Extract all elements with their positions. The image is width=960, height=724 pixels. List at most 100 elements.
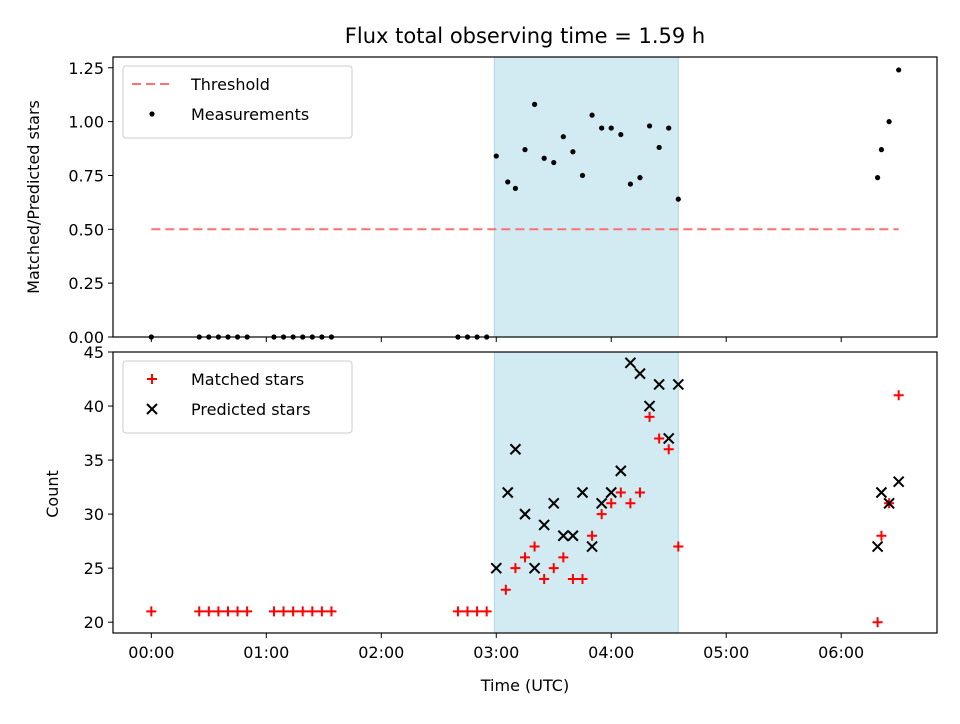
predicted-star-point: [519, 508, 531, 520]
predicted-star-point: [663, 432, 675, 445]
matched-star-point: [326, 606, 337, 617]
matched-star-point: [663, 444, 674, 455]
matched-star-point: [606, 498, 617, 509]
bottom-y-tick-label: 35: [84, 451, 104, 470]
measurement-point: [579, 172, 586, 179]
measurement-point: [656, 144, 662, 151]
top-y-tick-label: 0.00: [68, 328, 104, 347]
bottom-y-tick-label: 40: [84, 397, 104, 416]
matched-star-point: [673, 541, 684, 552]
matched-star-point: [462, 606, 473, 617]
matched-star-point: [307, 606, 318, 617]
matched-star-point: [510, 563, 521, 574]
matched-star-point: [242, 606, 253, 617]
predicted-star-point: [624, 357, 637, 369]
x-tick-label: 05:00: [703, 643, 749, 662]
legend-label: Predicted stars: [191, 400, 311, 419]
matched-star-point: [548, 563, 559, 574]
matched-star-point: [297, 606, 308, 617]
measurement-point: [570, 149, 576, 155]
top-legend: Threshold Measurements: [122, 65, 353, 139]
matched-star-point: [872, 617, 883, 628]
predicted-star-point: [586, 540, 598, 553]
measurement-point: [531, 101, 538, 107]
matched-star-point: [596, 509, 607, 520]
matched-star-point: [587, 530, 598, 541]
top-y-tick-label: 1.25: [68, 59, 104, 78]
matched-star-point: [146, 606, 157, 617]
predicted-star-point: [509, 443, 522, 455]
top-y-tick-label: 0.50: [68, 220, 104, 239]
measurement-point: [551, 159, 557, 166]
matched-star-point: [529, 541, 540, 552]
x-tick-label: 01:00: [243, 643, 289, 662]
measurement-point: [896, 67, 902, 73]
bottom-y-tick-label: 25: [84, 559, 104, 578]
x-tick-label: 06:00: [818, 643, 864, 662]
measurement-point: [874, 175, 881, 181]
matched-star-point: [567, 573, 578, 584]
matched-star-point: [500, 584, 511, 595]
predicted-star-point: [653, 378, 665, 391]
matched-star-point: [232, 606, 243, 617]
measurement-point: [560, 134, 566, 140]
predicted-star-point: [548, 497, 560, 510]
predicted-star-point: [605, 486, 617, 499]
predicted-star-point: [538, 519, 550, 531]
legend-label: Matched stars: [191, 370, 304, 389]
measurement-point: [599, 125, 605, 131]
legend-label: Measurements: [191, 105, 309, 124]
matched-star-point: [481, 606, 492, 617]
matched-star-point: [893, 390, 904, 401]
x-tick-label: 03:00: [473, 643, 519, 662]
predicted-star-point: [576, 486, 589, 499]
bottom-y-tick-label: 20: [84, 613, 104, 632]
top-y-axis-label: Matched/Predicted stars: [24, 100, 43, 294]
predicted-star-point: [528, 562, 541, 574]
measurement-point: [637, 175, 643, 181]
top-highlight-span: [493, 56, 679, 338]
measurement-point: [886, 119, 892, 125]
top-y-tick-label: 0.25: [68, 274, 104, 293]
matched-star-point: [654, 433, 665, 444]
legend-predicted-marker: [146, 403, 158, 415]
predicted-star-point: [883, 497, 895, 510]
x-axis-label: Time (UTC): [480, 676, 569, 695]
measurement-point: [522, 147, 528, 153]
matched-star-point: [558, 552, 569, 563]
measurement-point: [618, 131, 624, 138]
bottom-axes-frame: [112, 351, 938, 634]
predicted-star-point: [643, 400, 656, 412]
predicted-star-point: [595, 497, 608, 510]
legend-label: Threshold: [190, 75, 270, 94]
predicted-star-point: [875, 486, 888, 499]
x-tick-label: 02:00: [358, 643, 404, 662]
predicted-star-point: [871, 540, 884, 553]
measurement-point: [878, 147, 885, 153]
matched-star-point: [213, 606, 224, 617]
measurement-point: [646, 123, 653, 129]
matched-star-point: [625, 498, 636, 509]
bottom-y-axis-label: Count: [43, 470, 62, 518]
predicted-star-point: [615, 465, 627, 477]
predicted-star-point: [634, 367, 646, 380]
bottom-legend: Matched stars Predicted stars: [122, 360, 353, 434]
top-legend-box: [122, 65, 353, 139]
bottom-highlight-span: [493, 351, 679, 634]
matched-star-point: [222, 606, 233, 617]
x-tick-label: 00:00: [128, 643, 174, 662]
matched-star-point: [539, 573, 550, 584]
measurement-point: [505, 179, 511, 185]
matched-star-point: [194, 606, 205, 617]
predicted-star-point: [490, 562, 502, 574]
measurement-point: [608, 125, 614, 131]
matched-star-point: [278, 606, 289, 617]
measurement-point: [675, 196, 681, 202]
matched-star-point: [203, 606, 214, 617]
legend-matched-marker: [147, 374, 157, 384]
predicted-star-point: [892, 475, 905, 488]
matched-star-point: [452, 606, 463, 617]
predicted-star-point: [557, 530, 570, 542]
matched-star-point: [316, 606, 327, 617]
